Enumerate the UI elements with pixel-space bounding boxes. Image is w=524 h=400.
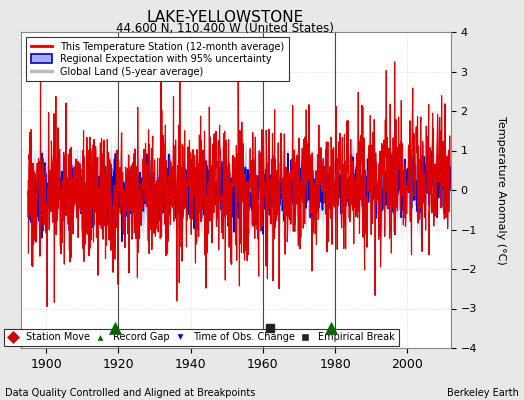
Text: Data Quality Controlled and Aligned at Breakpoints: Data Quality Controlled and Aligned at B… xyxy=(5,388,256,398)
Legend: Station Move, Record Gap, Time of Obs. Change, Empirical Break: Station Move, Record Gap, Time of Obs. C… xyxy=(4,328,399,346)
Text: 44.600 N, 110.400 W (United States): 44.600 N, 110.400 W (United States) xyxy=(116,22,334,35)
Text: LAKE-YELLOWSTONE: LAKE-YELLOWSTONE xyxy=(147,10,304,25)
Text: Berkeley Earth: Berkeley Earth xyxy=(447,388,519,398)
Y-axis label: Temperature Anomaly (°C): Temperature Anomaly (°C) xyxy=(496,116,506,264)
